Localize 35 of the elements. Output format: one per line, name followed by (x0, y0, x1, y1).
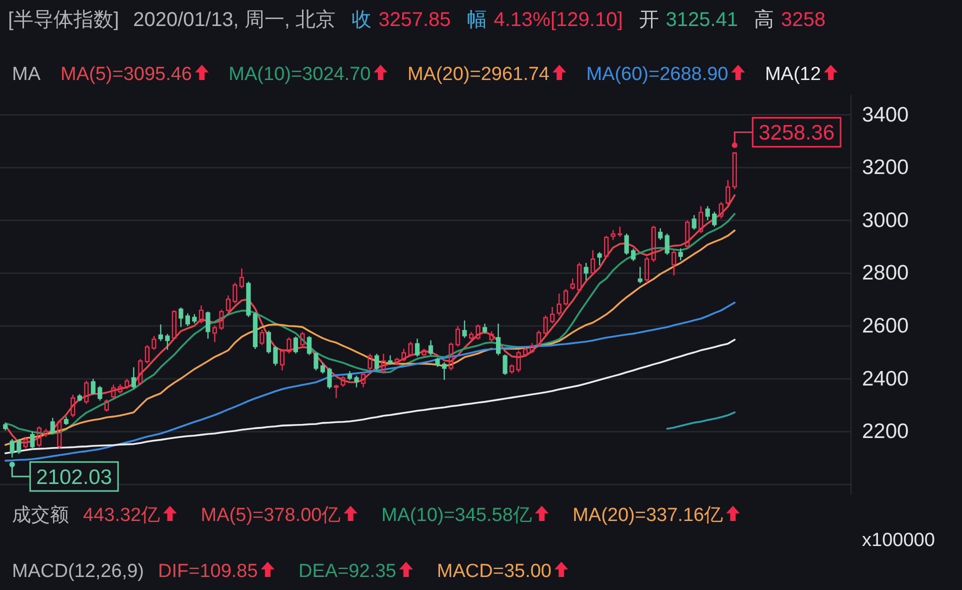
tick-label: 2400 (862, 367, 909, 390)
annotation: 3258 (781, 9, 826, 31)
annotation: 3257.85 (378, 9, 451, 31)
annotation: MA(5)=378.00亿 (200, 505, 341, 526)
annotation: DEA=92.35 (298, 561, 396, 582)
annotation: MACD=35.00 (436, 561, 552, 582)
tick-label: 3000 (862, 208, 909, 232)
value-label: 2102.03 (29, 461, 119, 492)
annotation: 3125.41 (666, 9, 738, 31)
annotation: MA(10)=345.58亿 (381, 505, 532, 526)
axis-label: x100000 (862, 530, 935, 551)
legend-title: MA (12, 64, 40, 85)
legend-item: MA(20)=2961.74 (407, 64, 550, 85)
annotation: 高 (754, 9, 774, 31)
value-label: 3258.36 (752, 116, 842, 148)
tick-label: 2800 (862, 262, 909, 285)
legend-item: MA(5)=3095.46 (60, 64, 192, 85)
title: [半导体指数] (8, 9, 120, 31)
annotation: DIF=109.85 (158, 561, 258, 582)
legend-item: MA(10)=3024.70 (228, 64, 371, 85)
tick-label: 3200 (862, 156, 909, 180)
legend-item: MA(60)=2688.90 (586, 64, 728, 85)
subtitle: 2020/01/13, 周一, 北京 (133, 9, 336, 31)
title: MACD(12,26,9) (12, 561, 144, 582)
title: 成交额 (12, 505, 69, 526)
tick-label: 3400 (862, 103, 909, 126)
annotation: 开 (638, 9, 659, 31)
tick-label: 2200 (862, 420, 909, 444)
annotation: 收 (351, 9, 372, 31)
annotation: MA(20)=337.16亿 (572, 505, 724, 526)
annotation: 幅 (466, 9, 487, 31)
tick-label: 2600 (862, 314, 909, 338)
annotation: 4.13%[129.10] (494, 9, 623, 31)
annotation: 443.32亿 (83, 505, 160, 526)
legend-item: MA(12 (764, 64, 821, 85)
